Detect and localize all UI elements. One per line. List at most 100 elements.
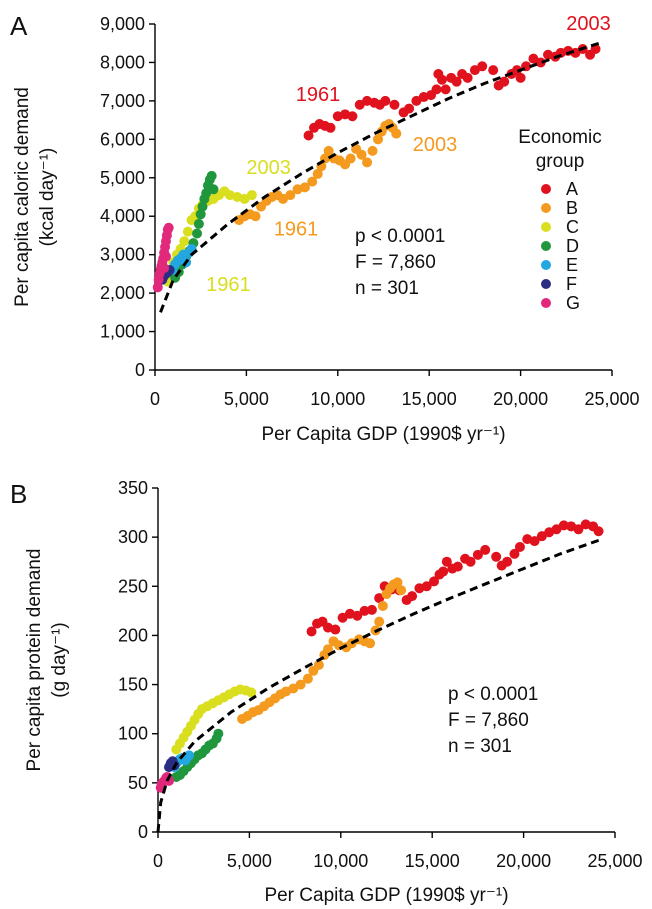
data-point — [312, 168, 323, 179]
stat-line: n = 301 — [355, 278, 419, 299]
data-point — [208, 184, 219, 195]
legend-label: F — [566, 274, 577, 294]
x-tick-label: 15,000 — [402, 389, 457, 409]
data-point — [163, 775, 174, 786]
legend-marker — [541, 241, 551, 251]
x-tick-label: 25,000 — [587, 851, 642, 871]
data-point — [392, 577, 403, 588]
data-point — [558, 520, 569, 531]
data-point — [366, 604, 377, 615]
data-point — [452, 561, 463, 572]
series-d — [171, 728, 224, 782]
data-point — [184, 750, 195, 761]
y-axis-title: Per capita protein demand — [24, 549, 45, 772]
x-tick-label: 5,000 — [227, 851, 272, 871]
y-tick-label: 6,000 — [100, 129, 145, 149]
x-tick-label: 20,000 — [493, 389, 548, 409]
data-point — [374, 593, 385, 604]
legend-title: Economic — [518, 127, 601, 148]
data-point — [206, 170, 217, 181]
data-point — [365, 638, 376, 649]
data-point — [337, 612, 348, 623]
y-tick-label: 0 — [138, 822, 148, 842]
data-point — [246, 687, 257, 698]
year-annotation: 1961 — [206, 274, 251, 296]
data-point — [472, 549, 483, 560]
y-tick-label: 300 — [118, 527, 148, 547]
data-point — [396, 585, 407, 596]
data-point — [407, 591, 418, 602]
legend-marker — [541, 203, 551, 213]
data-point — [451, 76, 462, 87]
data-point — [377, 600, 388, 611]
legend-label: G — [566, 293, 580, 313]
legend-marker — [541, 279, 551, 289]
data-point — [477, 61, 488, 72]
legend-marker — [541, 260, 551, 270]
data-point — [536, 531, 547, 542]
y-tick-label: 5,000 — [100, 168, 145, 188]
data-point — [246, 190, 257, 201]
data-point — [514, 541, 525, 552]
y-tick-label: 7,000 — [100, 91, 145, 111]
y-tick-label: 3,000 — [100, 245, 145, 265]
data-point — [299, 182, 310, 193]
x-tick-label: 25,000 — [584, 389, 639, 409]
data-point — [374, 616, 385, 627]
x-tick-label: 0 — [150, 389, 160, 409]
data-point — [307, 176, 318, 187]
data-point — [480, 544, 491, 555]
x-tick-label: 10,000 — [313, 851, 368, 871]
y-tick-label: 50 — [128, 773, 148, 793]
legend-label: E — [566, 255, 578, 275]
data-point — [389, 99, 400, 110]
y-tick-label: 9,000 — [100, 14, 145, 34]
data-point — [163, 222, 174, 233]
data-point — [352, 610, 363, 621]
panel-b: B 0 5,000 10,000 15,000 20,000 25,000 0 50 100 150… — [10, 478, 643, 906]
data-point — [440, 84, 451, 95]
y-tick-label: 1,000 — [100, 322, 145, 342]
series-g — [155, 771, 174, 793]
year-annotation: 2003 — [246, 157, 291, 179]
data-point — [438, 566, 449, 577]
data-point — [195, 209, 206, 220]
data-point — [441, 556, 452, 567]
x-axis-title: Per Capita GDP (1990$ yr⁻¹) — [264, 885, 508, 906]
y-axis-unit: (g day⁻¹) — [49, 622, 70, 698]
data-point — [192, 228, 203, 239]
data-point — [491, 551, 502, 562]
y-tick-label: 200 — [118, 625, 148, 645]
y-tick-label: 350 — [118, 478, 148, 498]
stat-line: p < 0.0001 — [355, 226, 445, 247]
data-point — [197, 201, 208, 212]
y-tick-label: 2,000 — [100, 283, 145, 303]
data-point — [429, 576, 440, 587]
data-point — [160, 251, 171, 262]
data-point — [421, 581, 432, 592]
y-tick-label: 250 — [118, 576, 148, 596]
data-point — [306, 626, 317, 637]
legend-marker — [541, 184, 551, 194]
x-axis-title: Per Capita GDP (1990$ yr⁻¹) — [261, 424, 505, 445]
fit-curve — [159, 41, 600, 313]
stat-line: F = 7,860 — [448, 710, 529, 731]
year-annotation: 1961 — [274, 218, 319, 240]
y-tick-label: 4,000 — [100, 206, 145, 226]
data-point — [367, 145, 378, 156]
data-point — [250, 211, 261, 222]
data-point — [573, 524, 584, 535]
data-point — [303, 130, 314, 141]
y-tick-label: 100 — [118, 724, 148, 744]
data-point — [391, 128, 402, 139]
x-tick-label: 15,000 — [405, 851, 460, 871]
fit-curve — [156, 537, 603, 833]
data-point — [302, 673, 313, 684]
data-point — [529, 536, 540, 547]
data-point — [325, 122, 336, 133]
data-point — [404, 103, 415, 114]
data-point — [462, 72, 473, 83]
x-tick-label: 10,000 — [310, 389, 365, 409]
data-point — [288, 683, 299, 694]
